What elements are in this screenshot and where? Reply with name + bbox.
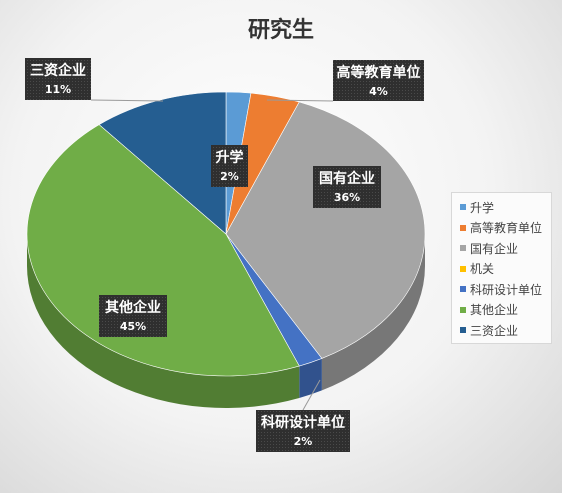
legend-label: 其他企业	[470, 303, 519, 318]
data-label-box	[256, 410, 350, 452]
legend-item-4: 科研设计单位	[460, 279, 551, 300]
legend: 升学高等教育单位 国有企业机关科研设计单位 其他企业三资企业	[451, 192, 552, 344]
data-label-box	[25, 58, 91, 100]
data-label-6: 三资企业 11%	[25, 58, 91, 100]
legend-swatch	[460, 224, 466, 231]
data-label-2: 国有企业 36%	[313, 166, 381, 208]
legend-swatch	[460, 204, 466, 211]
legend-item-0: 升学	[460, 197, 551, 218]
legend-item-6: 三资企业	[460, 320, 551, 341]
legend-item-1: 高等教育单位	[460, 218, 551, 239]
slice-side-2	[321, 234, 425, 391]
legend-label: 国有企业	[470, 241, 519, 256]
data-label-box	[313, 166, 381, 208]
data-label-0: 升学 2%	[211, 145, 248, 187]
data-label-value: 2%	[294, 435, 313, 448]
leader-line-6	[90, 99, 164, 102]
data-label-name: 升学	[216, 149, 244, 166]
data-label-box	[333, 60, 424, 101]
data-label-box	[99, 295, 167, 337]
legend-swatch	[460, 286, 466, 293]
data-label-1: 高等教育单位 4%	[333, 60, 424, 101]
slice-side-4	[299, 358, 322, 399]
legend-item-5: 其他企业	[460, 300, 551, 321]
data-label-value: 11%	[45, 83, 71, 96]
legend-label: 三资企业	[470, 323, 519, 338]
slice-5	[26, 124, 300, 377]
data-label-name: 科研设计单位	[261, 414, 345, 431]
data-label-value: 2%	[220, 170, 239, 183]
data-label-name: 三资企业	[30, 62, 86, 79]
slice-side-5	[27, 234, 300, 408]
leader-line-1	[266, 99, 334, 102]
data-label-name: 其他企业	[105, 299, 161, 316]
data-label-value: 4%	[369, 85, 388, 98]
legend-label: 科研设计单位	[470, 282, 543, 297]
data-label-name: 高等教育单位	[337, 64, 421, 81]
legend-swatch	[460, 306, 466, 313]
data-label-value: 36%	[334, 191, 360, 204]
legend-item-2: 国有企业	[460, 238, 551, 259]
chart-title: 研究生	[247, 18, 314, 43]
data-label-name: 国有企业	[319, 170, 375, 187]
data-label-5: 其他企业 45%	[99, 295, 167, 337]
legend-swatch	[460, 265, 466, 272]
data-label-4: 科研设计单位 2%	[256, 410, 350, 452]
leader-line-4	[302, 379, 321, 411]
slice-6	[98, 91, 227, 235]
legend-label: 升学	[470, 200, 495, 215]
data-label-box	[211, 145, 248, 187]
legend-swatch	[460, 245, 466, 252]
data-label-value: 45%	[120, 320, 146, 333]
legend-swatch	[460, 327, 466, 334]
legend-label: 机关	[470, 262, 495, 277]
legend-item-3: 机关	[460, 259, 551, 280]
legend-label: 高等教育单位	[470, 221, 543, 236]
